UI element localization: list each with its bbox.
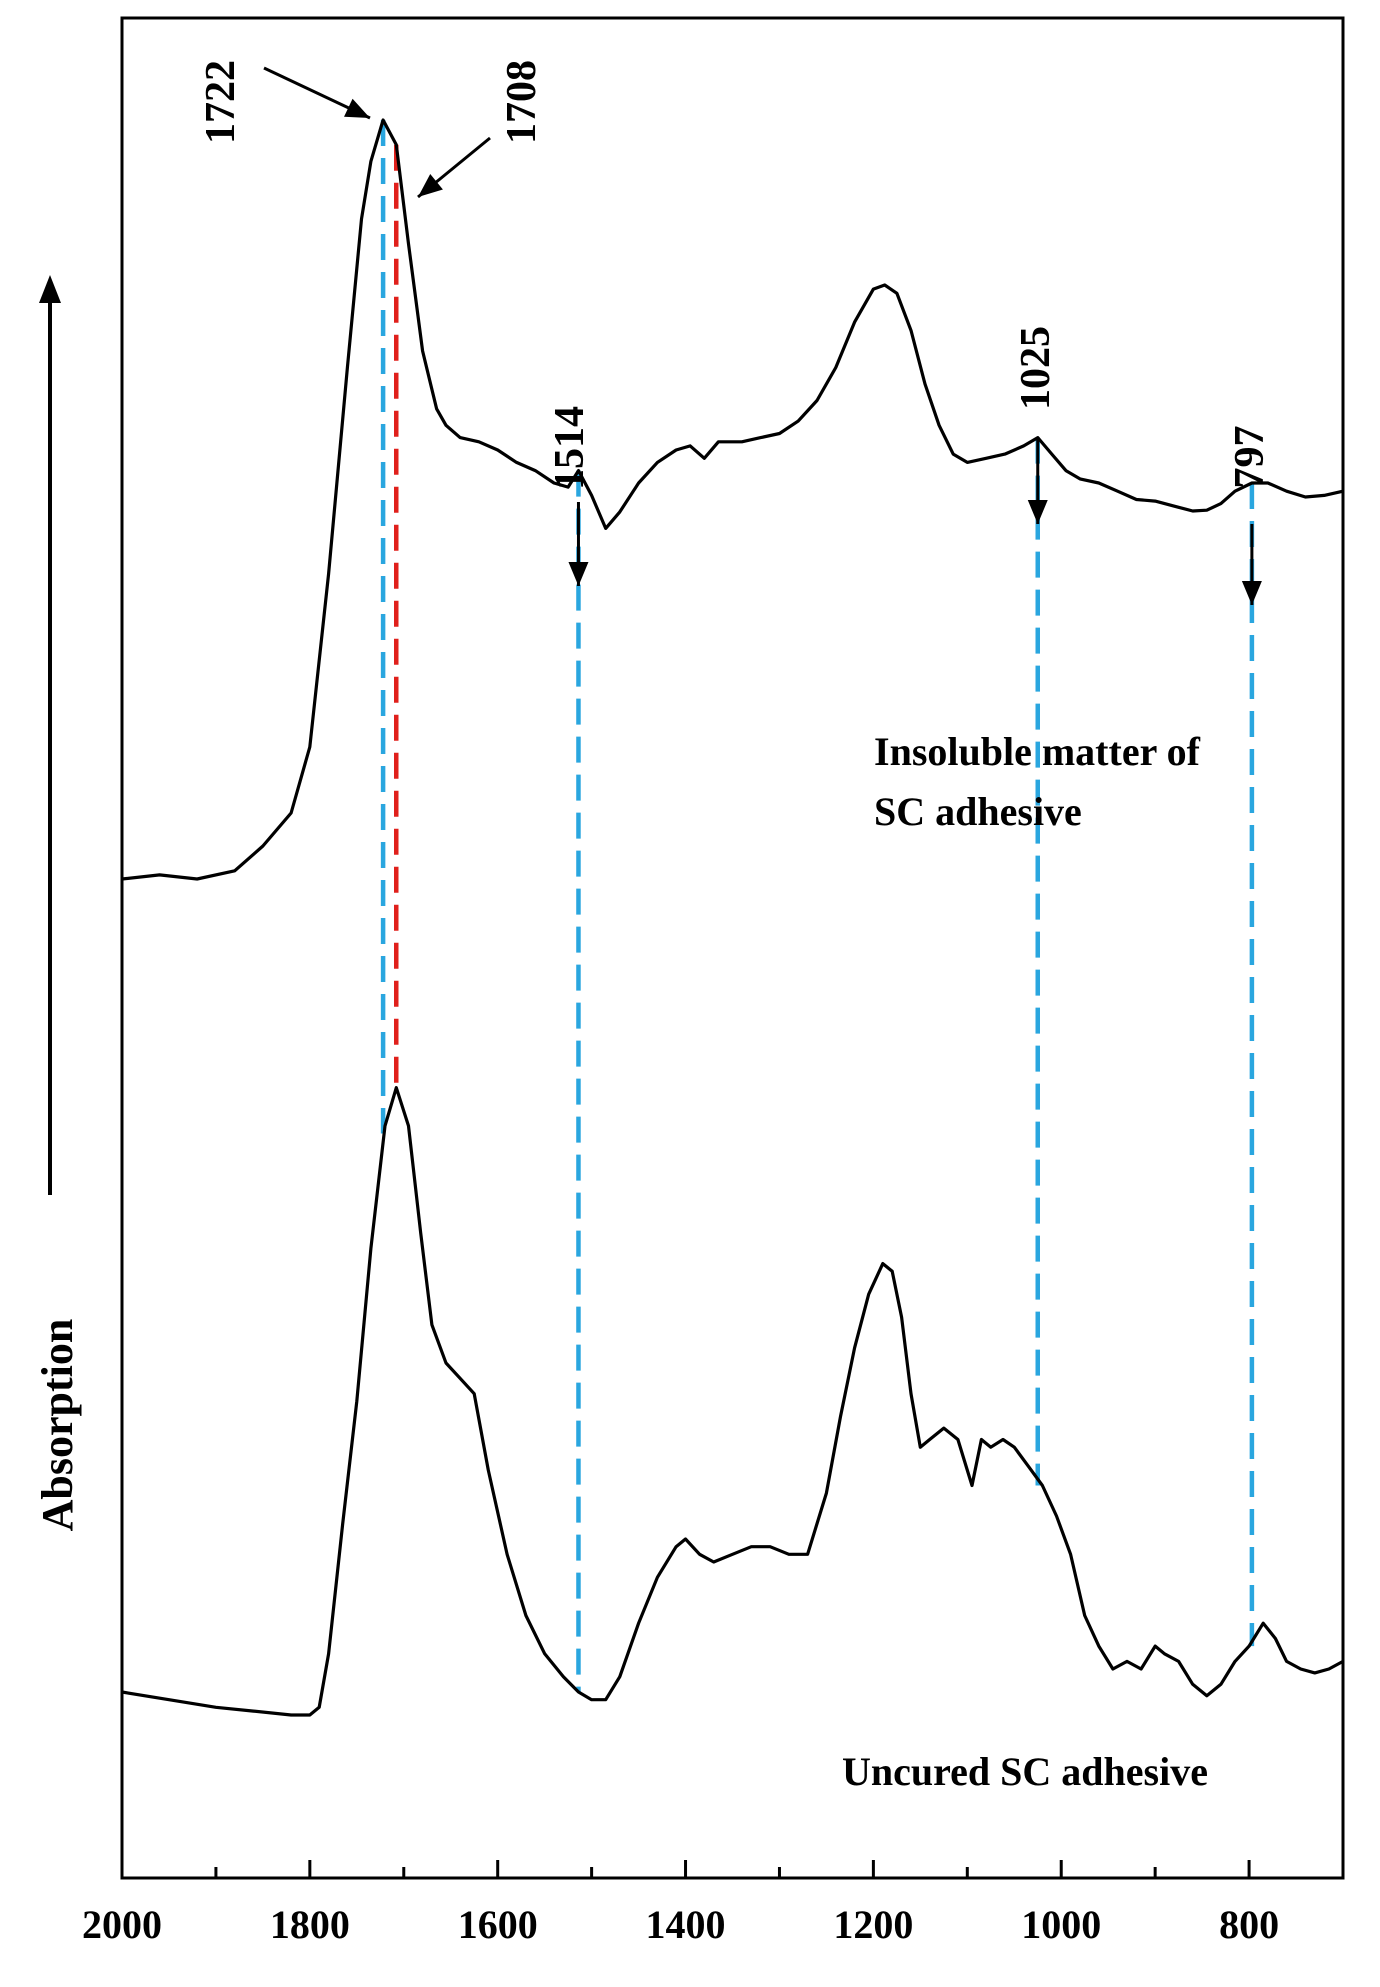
series-insoluble-line [121,118,1344,881]
series-uncured-line [121,1086,1344,1717]
x-tick-label: 800 [1219,1902,1279,1947]
peak-arrow-1708-head [418,174,443,197]
x-tick-label: 1000 [1021,1902,1101,1947]
plot-frame [120,16,1345,1880]
peak-label-1708: 1708 [499,60,545,144]
peak-label-1514: 1514 [547,406,593,490]
x-tick-label: 2000 [82,1902,162,1947]
peak-label-1025: 1025 [1013,326,1059,410]
y-axis-title: Absorption [33,1319,82,1532]
reference-lines [380,120,1255,1692]
x-tick-label: 1200 [833,1902,913,1947]
peak-arrow-1722-head [344,98,370,118]
annotation-layer: 1722 1708 1514 1025 797 [198,60,1273,605]
series-layer [121,118,1344,1717]
series-label-uncured: Uncured SC adhesive [842,1749,1208,1794]
peak-arrow-797-head [1241,581,1262,605]
peak-label-1722: 1722 [198,60,244,144]
series-label-insoluble-line1: Insoluble matter of [874,729,1201,774]
x-axis-ticks: 2000 1800 1600 1400 1200 1000 800 [82,1860,1345,1947]
peak-arrow-1025-head [1027,500,1048,524]
peak-label-797: 797 [1227,426,1273,489]
y-axis-arrow-head [39,275,61,303]
x-tick-label: 1800 [270,1902,350,1947]
peak-arrow-1514-head [568,562,589,586]
series-label-insoluble-line2: SC adhesive [874,789,1082,834]
x-tick-label: 1600 [458,1902,538,1947]
x-tick-label: 1400 [646,1902,726,1947]
